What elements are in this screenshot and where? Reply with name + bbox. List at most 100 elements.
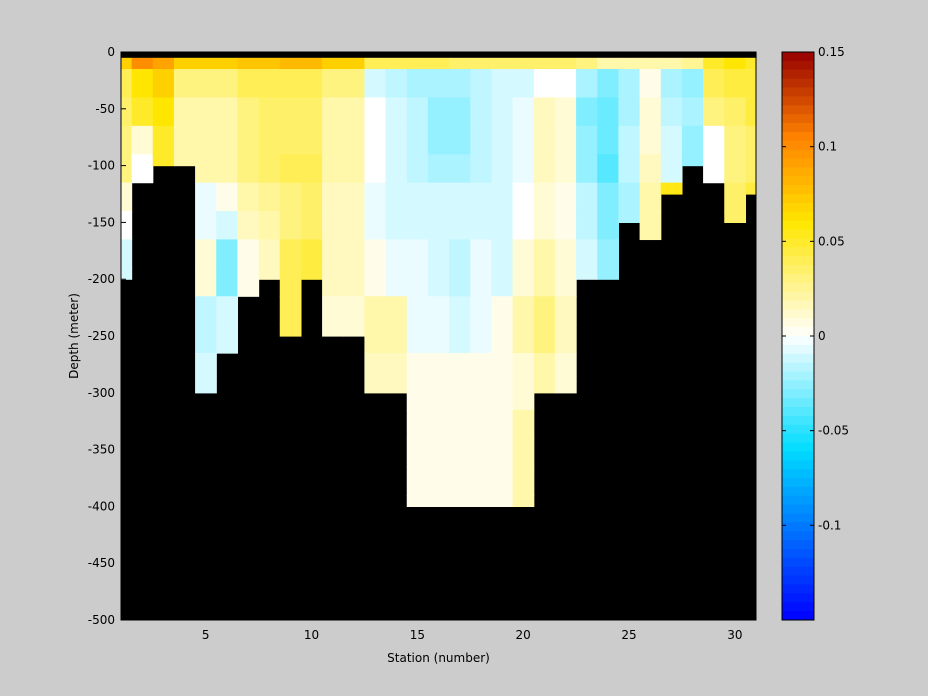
heatmap-cell [216, 267, 239, 297]
heatmap-cell [322, 267, 344, 297]
heatmap-cell [681, 69, 704, 99]
heatmap-cell [343, 57, 366, 70]
colorbar-swatch [782, 415, 814, 426]
heatmap-cell [470, 125, 493, 155]
heatmap-cell [512, 495, 535, 507]
colorbar-swatch [782, 469, 814, 479]
heatmap-cell [554, 267, 577, 297]
heatmap-cell [343, 296, 366, 326]
heatmap-cell [406, 69, 429, 99]
y-tick-label: -200 [88, 272, 115, 286]
heatmap-cell [121, 154, 133, 184]
heatmap-cell [554, 97, 577, 127]
colorbar-swatch [782, 486, 814, 497]
heatmap-cell [195, 125, 217, 155]
heatmap-cell [258, 154, 281, 184]
surface-band-cell [681, 52, 704, 58]
colorbar-swatch [782, 114, 814, 124]
y-tick-label: -50 [95, 102, 115, 116]
heatmap-cell [427, 182, 450, 212]
heatmap-cell [491, 97, 514, 127]
heatmap-cell [512, 154, 535, 184]
heatmap-cell [216, 182, 239, 212]
heatmap-cell [343, 125, 366, 155]
heatmap-cell [195, 353, 217, 383]
heatmap-cell [279, 57, 302, 70]
heatmap-cell [343, 324, 366, 337]
heatmap-cell [322, 211, 344, 241]
heatmap-cell [343, 154, 366, 184]
heatmap-cell [491, 466, 514, 496]
heatmap-cell [724, 97, 747, 127]
heatmap-cell [618, 57, 641, 70]
heatmap-cell [152, 154, 175, 167]
colorbar-tick-label: 0.15 [818, 45, 845, 59]
colorbar-swatch [782, 353, 814, 364]
heatmap-cell [491, 154, 514, 184]
heatmap-cell [258, 69, 281, 99]
heatmap-cell [279, 125, 302, 155]
heatmap-cell [533, 353, 556, 383]
heatmap-cell [237, 182, 260, 212]
heatmap-cell [121, 182, 133, 212]
colorbar-swatch [782, 442, 814, 452]
colorbar-swatch [782, 229, 814, 239]
heatmap-cell [385, 125, 408, 155]
heatmap-cell [216, 324, 239, 354]
heatmap-cell [703, 125, 725, 155]
heatmap-cell [300, 97, 323, 127]
x-tick-label: 5 [202, 628, 210, 642]
heatmap-cell [470, 239, 493, 269]
heatmap-cell [745, 57, 757, 70]
heatmap-cell [131, 154, 154, 184]
heatmap-cell [597, 69, 620, 99]
heatmap-cell [322, 239, 344, 269]
heatmap-cell [343, 97, 366, 127]
heatmap-cell [121, 267, 133, 280]
heatmap-cell [554, 211, 577, 241]
heatmap-cell [300, 154, 323, 184]
colorbar-tick-label: -0.05 [818, 424, 849, 438]
colorbar-swatch [782, 309, 814, 319]
heatmap-cell [618, 97, 641, 127]
heatmap-cell [406, 267, 429, 297]
heatmap-cell [406, 296, 429, 326]
colorbar-swatch [782, 211, 814, 222]
colorbar-swatch [782, 176, 814, 186]
heatmap-cell [554, 57, 577, 70]
heatmap-cell [427, 239, 450, 269]
colorbar-swatch [782, 140, 814, 151]
heatmap-cell [385, 97, 408, 127]
heatmap-cell [512, 353, 535, 383]
heatmap-cell [533, 182, 556, 212]
heatmap-cell [237, 211, 260, 241]
colorbar-swatch [782, 291, 814, 301]
heatmap-cell [470, 466, 493, 496]
colorbar-swatch [782, 433, 814, 443]
heatmap-cell [406, 381, 429, 411]
heatmap-cell [533, 239, 556, 269]
heatmap-cell [364, 69, 387, 99]
surface-band-cell [449, 52, 471, 58]
colorbar-swatch [782, 504, 814, 514]
heatmap-cell [724, 182, 747, 212]
heatmap-cell [173, 97, 196, 127]
surface-band-cell [724, 52, 747, 58]
heatmap-cell [660, 182, 683, 195]
colorbar-swatch [782, 513, 814, 523]
heatmap-cell [681, 154, 704, 167]
heatmap-cell [745, 182, 757, 195]
heatmap-cell [322, 69, 344, 99]
heatmap-cell [533, 57, 556, 70]
heatmap-cell [576, 57, 598, 70]
heatmap-cell [216, 239, 239, 269]
heatmap-cell [660, 69, 683, 99]
heatmap-cell [639, 154, 662, 184]
heatmap-cell [512, 239, 535, 269]
heatmap-cell [364, 97, 387, 127]
colorbar-swatch [782, 336, 814, 346]
heatmap-cell [449, 381, 471, 411]
heatmap-cell [639, 97, 662, 127]
colorbar-swatch [782, 495, 814, 506]
surface-band-cell [576, 52, 598, 58]
